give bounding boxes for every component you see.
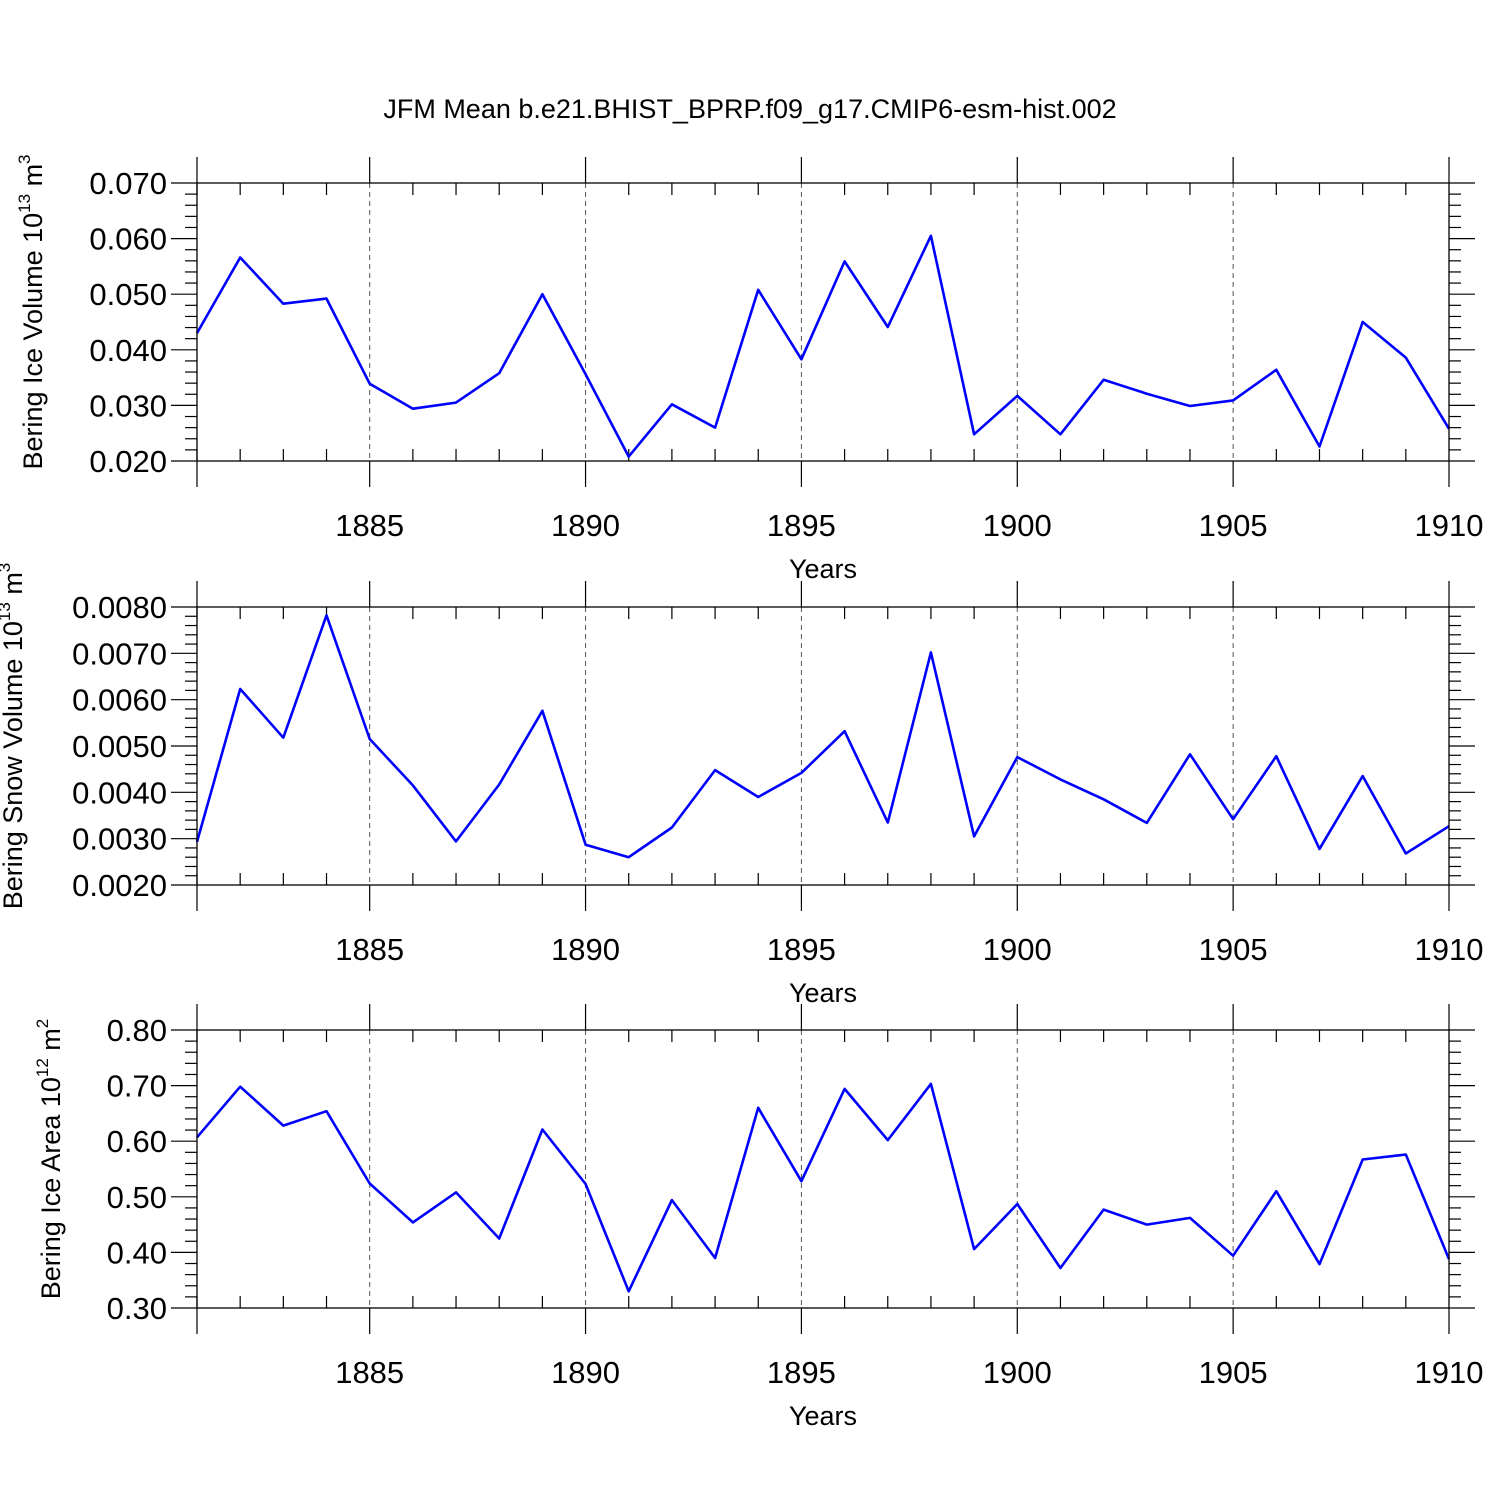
y-tick-label: 0.060 <box>89 222 167 257</box>
x-axis-title: Years <box>789 1401 857 1431</box>
series-line <box>195 234 1451 458</box>
series-line <box>195 613 1450 859</box>
plot-frame <box>196 182 1450 462</box>
x-tick-label: 1890 <box>551 932 620 967</box>
y-tick-label: 0.0030 <box>72 822 167 857</box>
y-tick-label: 0.020 <box>89 444 167 479</box>
y-tick-label: 0.0070 <box>72 636 167 671</box>
x-tick-label: 1885 <box>335 1355 404 1390</box>
x-tick-label: 1885 <box>335 932 404 967</box>
x-tick-label: 1895 <box>767 1355 836 1390</box>
x-tick-label: 1910 <box>1415 508 1484 543</box>
chart-title: JFM Mean b.e21.BHIST_BPRP.f09_g17.CMIP6-… <box>383 94 1116 124</box>
x-tick-label: 1905 <box>1199 932 1268 967</box>
y-axis-title: Bering Ice Volume 1013 m3 <box>15 154 48 469</box>
y-tick-label: 0.70 <box>107 1069 167 1104</box>
x-tick-label: 1900 <box>983 932 1052 967</box>
y-tick-label: 0.030 <box>89 388 167 423</box>
panel-2: 0.0020 0.0030 0.0040 0.0050 0.0060 0.0070 0.00… <box>0 563 1483 1008</box>
y-tick-label: 0.040 <box>89 333 167 368</box>
x-tick-label: 1900 <box>983 1355 1052 1390</box>
y-tick-label: 0.0040 <box>72 775 167 810</box>
y-tick-label: 0.80 <box>107 1013 167 1048</box>
x-tick-label: 1900 <box>983 508 1052 543</box>
x-tick-label: 1885 <box>335 508 404 543</box>
y-tick-label: 0.50 <box>107 1180 167 1215</box>
y-tick-label: 0.0080 <box>72 590 167 625</box>
y-axis-title: Bering Ice Area 1012 m2 <box>33 1019 66 1300</box>
x-tick-label: 1895 <box>767 932 836 967</box>
plot-frame <box>196 1029 1450 1309</box>
y-tick-label: 0.070 <box>89 166 167 201</box>
x-axis-title: Years <box>789 978 857 1008</box>
y-tick-label: 0.30 <box>107 1291 167 1326</box>
y-tick-label: 0.0050 <box>72 729 167 764</box>
plot-frame <box>196 606 1450 886</box>
y-tick-label: 0.60 <box>107 1124 167 1159</box>
x-tick-label: 1890 <box>551 508 620 543</box>
y-tick-label: 0.050 <box>89 277 167 312</box>
y-tick-label: 0.0060 <box>72 683 167 718</box>
x-tick-label: 1910 <box>1415 1355 1484 1390</box>
x-tick-label: 1905 <box>1199 508 1268 543</box>
y-tick-label: 0.0020 <box>72 868 167 903</box>
panel-3: 0.30 0.40 0.50 0.60 0.70 0.80 1885 1890 1895 1900… <box>33 1004 1483 1431</box>
x-tick-label: 1905 <box>1199 1355 1268 1390</box>
series-line <box>196 1082 1451 1293</box>
x-axis-title: Years <box>789 554 857 584</box>
x-tick-label: 1895 <box>767 508 836 543</box>
x-tick-label: 1910 <box>1415 932 1484 967</box>
panel-1: 0.020 0.030 0.040 0.050 0.060 0.070 1885 1890 18… <box>15 154 1483 584</box>
x-tick-label: 1890 <box>551 1355 620 1390</box>
y-axis-title: Bering Snow Volume 1013 m3 <box>0 563 28 910</box>
y-tick-label: 0.40 <box>107 1235 167 1270</box>
